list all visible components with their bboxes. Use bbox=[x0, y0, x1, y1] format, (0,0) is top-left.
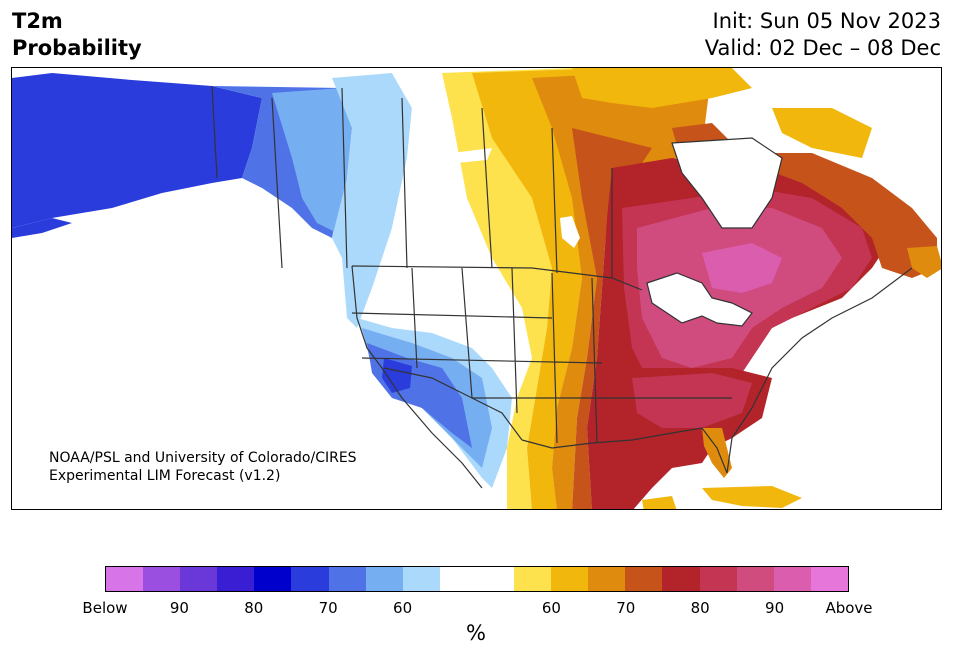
colorbar-swatch bbox=[143, 567, 181, 591]
colorbar-swatch bbox=[291, 567, 329, 591]
colorbar-tick-label: 60 bbox=[393, 599, 413, 617]
colorbar-swatch bbox=[217, 567, 255, 591]
colorbar-tick-label: 70 bbox=[318, 599, 338, 617]
forecast-map bbox=[11, 67, 942, 510]
colorbar-swatch bbox=[365, 567, 403, 591]
colorbar-swatch bbox=[551, 567, 589, 591]
colorbar-swatch bbox=[736, 567, 774, 591]
credit-line-1: NOAA/PSL and University of Colorado/CIRE… bbox=[49, 450, 357, 466]
credit-text: NOAA/PSL and University of Colorado/CIRE… bbox=[49, 449, 357, 485]
colorbar-tick-label: 70 bbox=[616, 599, 636, 617]
coastline-west bbox=[351, 265, 483, 489]
colorbar-swatch bbox=[514, 567, 552, 591]
colorbar-swatch bbox=[439, 567, 477, 591]
colorbar-unit: % bbox=[466, 621, 486, 645]
colorbar-swatch bbox=[180, 567, 218, 591]
colorbar-swatch bbox=[810, 567, 848, 591]
region-caribbean bbox=[642, 496, 677, 509]
colorbar-swatch bbox=[402, 567, 440, 591]
colorbar-swatch bbox=[476, 567, 515, 591]
colorbar-swatch bbox=[625, 567, 663, 591]
great-lakes-coast bbox=[646, 272, 753, 327]
colorbar-swatch bbox=[773, 567, 811, 591]
us-canada-border bbox=[351, 265, 643, 291]
region-atlantic-canada bbox=[752, 153, 937, 278]
region-alaska-peninsula bbox=[12, 218, 72, 238]
region-warm-75 bbox=[572, 128, 652, 509]
map-canvas bbox=[12, 68, 941, 509]
lake-winnipeg bbox=[560, 216, 580, 248]
lake-athabasca bbox=[452, 148, 492, 163]
map-title: T2m Probability bbox=[12, 8, 142, 62]
state-borders bbox=[351, 267, 732, 444]
alaska-border bbox=[211, 85, 218, 179]
valid-dates: Valid: 02 Dec – 08 Dec bbox=[704, 36, 941, 60]
colorbar-swatch bbox=[699, 567, 737, 591]
province-borders bbox=[271, 87, 613, 278]
region-warm-95 bbox=[702, 243, 782, 293]
coastline-gulf bbox=[521, 427, 728, 474]
credit-line-2: Experimental LIM Forecast (v1.2) bbox=[49, 468, 281, 484]
colorbar-tick-label: 90 bbox=[169, 599, 189, 617]
colorbar-tick-label: 80 bbox=[690, 599, 710, 617]
colorbar-swatch bbox=[106, 567, 144, 591]
region-alaska bbox=[12, 73, 262, 228]
title-subtitle: Probability bbox=[12, 36, 142, 60]
coastline-east bbox=[726, 267, 913, 474]
hudson-bay-coast bbox=[671, 137, 783, 229]
hudson-bay bbox=[672, 138, 782, 228]
forecast-dates: Init: Sun 05 Nov 2023 Valid: 02 Dec – 08… bbox=[705, 8, 941, 62]
borders bbox=[211, 85, 913, 489]
region-cuba bbox=[702, 486, 802, 508]
great-lakes bbox=[647, 273, 752, 326]
colorbar-swatch bbox=[328, 567, 366, 591]
colorbar-swatch bbox=[588, 567, 626, 591]
region-pnw bbox=[332, 73, 412, 328]
colorbar-swatch bbox=[662, 567, 700, 591]
land-base bbox=[12, 68, 941, 509]
region-southeast-mid bbox=[632, 373, 752, 428]
region-wc-light bbox=[272, 88, 352, 233]
region-socal bbox=[382, 358, 412, 393]
region-newfoundland bbox=[907, 246, 941, 278]
colorbar-tick-label: Above bbox=[825, 599, 873, 617]
region-arctic-islands bbox=[572, 68, 752, 108]
colorbar-tick-label: 80 bbox=[244, 599, 264, 617]
init-date: Init: Sun 05 Nov 2023 bbox=[712, 9, 941, 33]
colorbar bbox=[105, 566, 849, 592]
region-baffin bbox=[772, 108, 872, 158]
colorbar-tick-label: 60 bbox=[541, 599, 561, 617]
region-warm-70 bbox=[532, 68, 712, 509]
colorbar-tick-label: Below bbox=[82, 599, 128, 617]
colorbar-swatch bbox=[254, 567, 292, 591]
colorbar-tick-label: 90 bbox=[765, 599, 785, 617]
title-variable: T2m bbox=[12, 9, 63, 33]
